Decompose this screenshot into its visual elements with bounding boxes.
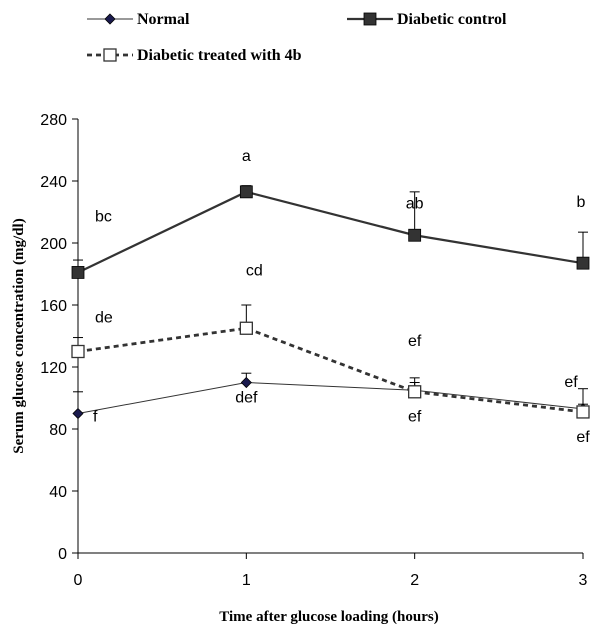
y-tick-label: 240 — [40, 174, 67, 191]
y-tick-label: 160 — [40, 298, 67, 315]
x-tick-label: 3 — [579, 572, 588, 589]
significance-label: ef — [408, 333, 422, 350]
diamond-marker — [72, 407, 84, 420]
series-line — [77, 381, 584, 414]
legend-label: Diabetic treated with 4b — [137, 47, 302, 64]
significance-label: ab — [406, 195, 424, 212]
significance-label: def — [235, 390, 258, 407]
y-tick-label: 200 — [40, 236, 67, 253]
series-layer — [71, 185, 590, 420]
x-tick-label: 0 — [74, 572, 83, 589]
filled-square-marker — [363, 12, 377, 26]
filled-square-marker — [408, 228, 422, 242]
series-diabetic-treated-with-4b — [71, 304, 590, 419]
y-axis-title: Serum glucose concentration (mg/dl) — [11, 218, 27, 453]
series-line — [77, 326, 584, 414]
series-line — [77, 190, 584, 274]
significance-label: f — [93, 409, 98, 426]
x-tick-label: 1 — [242, 572, 251, 589]
significance-label: ef — [408, 408, 422, 425]
diamond-marker — [104, 13, 116, 25]
filled-square-marker — [239, 185, 253, 199]
x-tick-label: 2 — [410, 572, 419, 589]
significance-label: ef — [564, 374, 578, 391]
legend-label: Normal — [137, 11, 190, 28]
significance-label: b — [577, 194, 586, 211]
open-square-marker — [103, 48, 117, 62]
y-tick-label: 40 — [49, 484, 67, 501]
legend-item: Normal — [87, 11, 190, 28]
legend: Normal Diabetic control Diabetic treated w… — [87, 11, 507, 64]
y-tick-label: 120 — [40, 360, 67, 377]
y-tick-label: 80 — [49, 422, 67, 439]
open-square-marker — [576, 405, 590, 419]
open-square-marker — [408, 385, 422, 399]
annotation-layer: f def ef ef bc a ab b de cd ef ef — [93, 148, 590, 446]
significance-label: bc — [95, 208, 112, 225]
y-tick-label: 0 — [58, 546, 67, 563]
significance-label: de — [95, 310, 113, 327]
series-normal — [72, 372, 589, 420]
significance-label: cd — [246, 262, 263, 279]
y-tick-label: 280 — [40, 112, 67, 129]
series-diabetic-control — [71, 185, 590, 279]
open-square-marker — [71, 344, 85, 359]
axes: 0 40 80 120 160 200 240 280 0 1 2 3 — [40, 112, 587, 589]
significance-label: ef — [576, 429, 590, 446]
filled-square-marker — [576, 256, 590, 270]
significance-label: a — [242, 148, 251, 165]
diamond-marker — [240, 376, 252, 389]
open-square-marker — [239, 321, 253, 335]
legend-item: Diabetic treated with 4b — [87, 47, 302, 64]
legend-label: Diabetic control — [397, 11, 507, 28]
filled-square-marker — [71, 266, 85, 279]
legend-item: Diabetic control — [347, 11, 507, 28]
x-axis-title: Time after glucose loading (hours) — [219, 609, 438, 625]
